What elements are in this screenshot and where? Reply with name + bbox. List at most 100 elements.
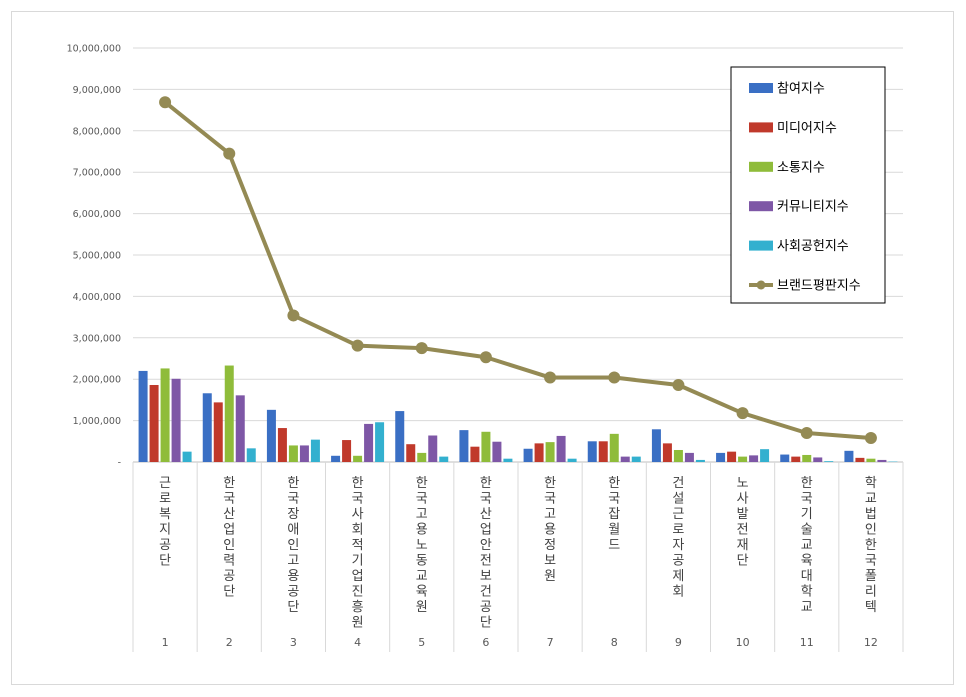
- legend-label: 브랜드평판지수: [777, 279, 861, 294]
- x-rank-label: 2: [226, 636, 233, 649]
- brand-index-point: [415, 342, 428, 355]
- bar: [609, 433, 619, 462]
- bar: [567, 458, 577, 462]
- legend-swatch: [749, 161, 773, 172]
- bar: [760, 449, 770, 462]
- y-tick-label: -: [118, 458, 121, 469]
- bar: [695, 459, 705, 462]
- bar: [598, 441, 608, 462]
- bar: [406, 444, 416, 462]
- legend-swatch: [749, 122, 773, 133]
- bar: [651, 429, 661, 462]
- legend-label: 미디어지수: [777, 121, 837, 136]
- legend-swatch: [749, 83, 773, 93]
- bar: [791, 456, 801, 462]
- brand-index-point: [864, 431, 877, 444]
- x-rank-label: 1: [162, 636, 169, 649]
- brand-index-point: [479, 351, 492, 364]
- bar: [353, 455, 363, 462]
- bar: [855, 457, 865, 462]
- bar: [802, 454, 812, 462]
- brand-index-point: [608, 371, 621, 384]
- brand-index-point: [736, 407, 749, 420]
- brand-index-point: [544, 371, 557, 384]
- bar: [310, 439, 320, 462]
- bar: [299, 445, 309, 462]
- y-tick-label: 10,000,000: [67, 44, 121, 55]
- x-rank-label: 4: [354, 636, 361, 649]
- bar: [727, 451, 737, 462]
- bar: [331, 455, 341, 462]
- brand-index-point: [672, 378, 685, 391]
- bar: [224, 365, 234, 462]
- y-tick-label: 8,000,000: [73, 126, 121, 137]
- x-rank-label: 3: [290, 636, 297, 649]
- brand-index-line: [163, 100, 872, 440]
- brand-index-point: [287, 309, 300, 322]
- bar: [149, 384, 159, 462]
- brand-index-point: [223, 147, 236, 160]
- bar: [780, 454, 790, 462]
- bar: [439, 456, 449, 462]
- bar: [182, 451, 192, 462]
- bar: [364, 423, 374, 462]
- bar: [171, 378, 181, 462]
- bar: [235, 395, 245, 462]
- legend-marker: [756, 280, 766, 290]
- bar: [417, 452, 427, 462]
- y-tick-label: 1,000,000: [73, 416, 121, 427]
- x-rank-label: 7: [547, 636, 554, 649]
- brand-index-point: [159, 96, 172, 109]
- bar: [375, 422, 385, 462]
- bar: [213, 402, 223, 462]
- bar: [738, 456, 748, 462]
- bar: [503, 458, 513, 462]
- x-rank-label: 10: [736, 636, 750, 649]
- y-tick-label: 6,000,000: [73, 209, 121, 220]
- bar: [813, 457, 823, 462]
- bar: [160, 368, 170, 462]
- bar: [342, 440, 352, 462]
- y-tick-label: 9,000,000: [73, 85, 121, 96]
- bar: [716, 452, 726, 462]
- bar: [620, 456, 630, 462]
- bar: [631, 456, 641, 462]
- bar: [523, 448, 533, 462]
- bar: [587, 441, 597, 462]
- bar: [673, 449, 683, 462]
- bar: [138, 370, 148, 462]
- x-rank-label: 9: [675, 636, 682, 649]
- legend-box: [730, 66, 886, 304]
- bar: [492, 441, 502, 462]
- x-rank-label: 11: [800, 636, 814, 649]
- legend-swatch: [749, 240, 773, 251]
- y-tick-label: 2,000,000: [73, 375, 121, 386]
- bar: [459, 430, 469, 462]
- bar: [662, 443, 672, 462]
- legend-label: 소통지수: [777, 160, 825, 175]
- x-rank-label: 6: [482, 636, 489, 649]
- x-rank-label: 8: [611, 636, 618, 649]
- legend-label: 사회공헌지수: [777, 239, 849, 254]
- y-tick-label: 7,000,000: [73, 168, 121, 179]
- bar: [545, 442, 555, 462]
- x-rank-label: 5: [418, 636, 425, 649]
- bar: [749, 455, 759, 462]
- bar: [481, 431, 491, 462]
- bar: [684, 452, 694, 462]
- bar: [866, 458, 876, 462]
- bar: [395, 411, 405, 462]
- bar: [556, 435, 566, 462]
